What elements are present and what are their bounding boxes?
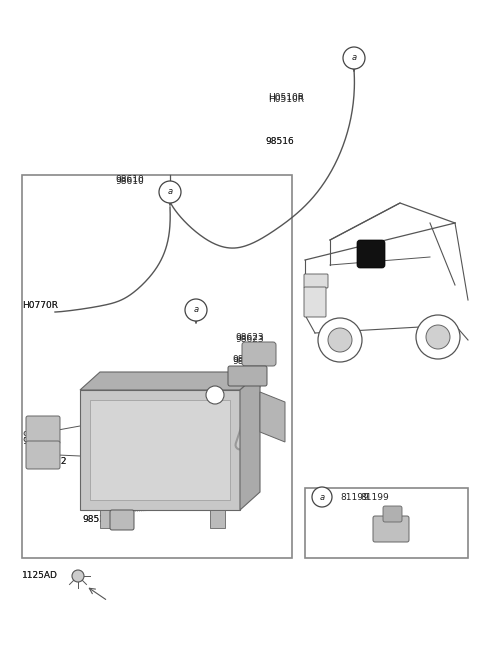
FancyBboxPatch shape	[304, 274, 328, 288]
FancyBboxPatch shape	[357, 240, 385, 268]
FancyBboxPatch shape	[373, 516, 409, 542]
Text: 98610: 98610	[115, 175, 144, 185]
Text: 98617C: 98617C	[232, 355, 267, 365]
Text: H0770R: H0770R	[22, 300, 58, 309]
Polygon shape	[260, 392, 285, 442]
Circle shape	[416, 315, 460, 359]
Bar	[305, 488, 468, 558]
FancyBboxPatch shape	[228, 366, 267, 386]
Text: 98617C: 98617C	[232, 357, 267, 367]
Bar	[210, 510, 225, 528]
Text: 98610: 98610	[115, 177, 144, 187]
Text: 98520D: 98520D	[82, 516, 118, 524]
Text: 98620: 98620	[145, 376, 174, 384]
Text: 98510A: 98510A	[22, 430, 57, 440]
Bar	[90, 400, 230, 500]
Bar	[80, 390, 240, 510]
Text: 81199: 81199	[360, 493, 389, 501]
FancyBboxPatch shape	[26, 416, 60, 444]
Circle shape	[312, 487, 332, 507]
Text: 98622: 98622	[38, 457, 67, 466]
Text: 98520D: 98520D	[82, 516, 118, 524]
Text: 81199: 81199	[340, 493, 369, 501]
Text: 1125AD: 1125AD	[22, 572, 58, 581]
Circle shape	[206, 386, 224, 404]
Text: H0770R: H0770R	[22, 300, 58, 309]
Text: a: a	[168, 187, 173, 196]
Text: 98516: 98516	[265, 137, 294, 147]
Text: a: a	[319, 493, 324, 501]
Circle shape	[185, 299, 207, 321]
Text: 98510A: 98510A	[22, 438, 57, 447]
FancyBboxPatch shape	[26, 441, 60, 469]
Text: 95630A: 95630A	[216, 384, 251, 392]
FancyBboxPatch shape	[304, 287, 326, 317]
FancyBboxPatch shape	[242, 342, 276, 366]
Bar	[100, 510, 115, 528]
Text: 98516: 98516	[265, 137, 294, 147]
Circle shape	[426, 325, 450, 349]
Text: a: a	[351, 53, 357, 62]
Circle shape	[159, 181, 181, 203]
FancyBboxPatch shape	[110, 510, 134, 530]
Circle shape	[318, 318, 362, 362]
Polygon shape	[80, 372, 260, 390]
FancyBboxPatch shape	[383, 506, 402, 522]
Text: a: a	[193, 306, 199, 315]
Text: 98623: 98623	[235, 334, 264, 342]
Text: 98622: 98622	[38, 457, 67, 466]
Circle shape	[328, 328, 352, 352]
Text: 1125AD: 1125AD	[22, 572, 58, 581]
Bar	[22, 175, 292, 558]
Circle shape	[343, 47, 365, 69]
Text: H0510R: H0510R	[268, 95, 304, 104]
Polygon shape	[240, 372, 260, 510]
Text: H0510R: H0510R	[268, 93, 304, 102]
Circle shape	[72, 570, 84, 582]
Text: 98623: 98623	[235, 336, 264, 344]
Text: 95630A: 95630A	[216, 384, 251, 392]
Text: 98620: 98620	[145, 376, 174, 384]
